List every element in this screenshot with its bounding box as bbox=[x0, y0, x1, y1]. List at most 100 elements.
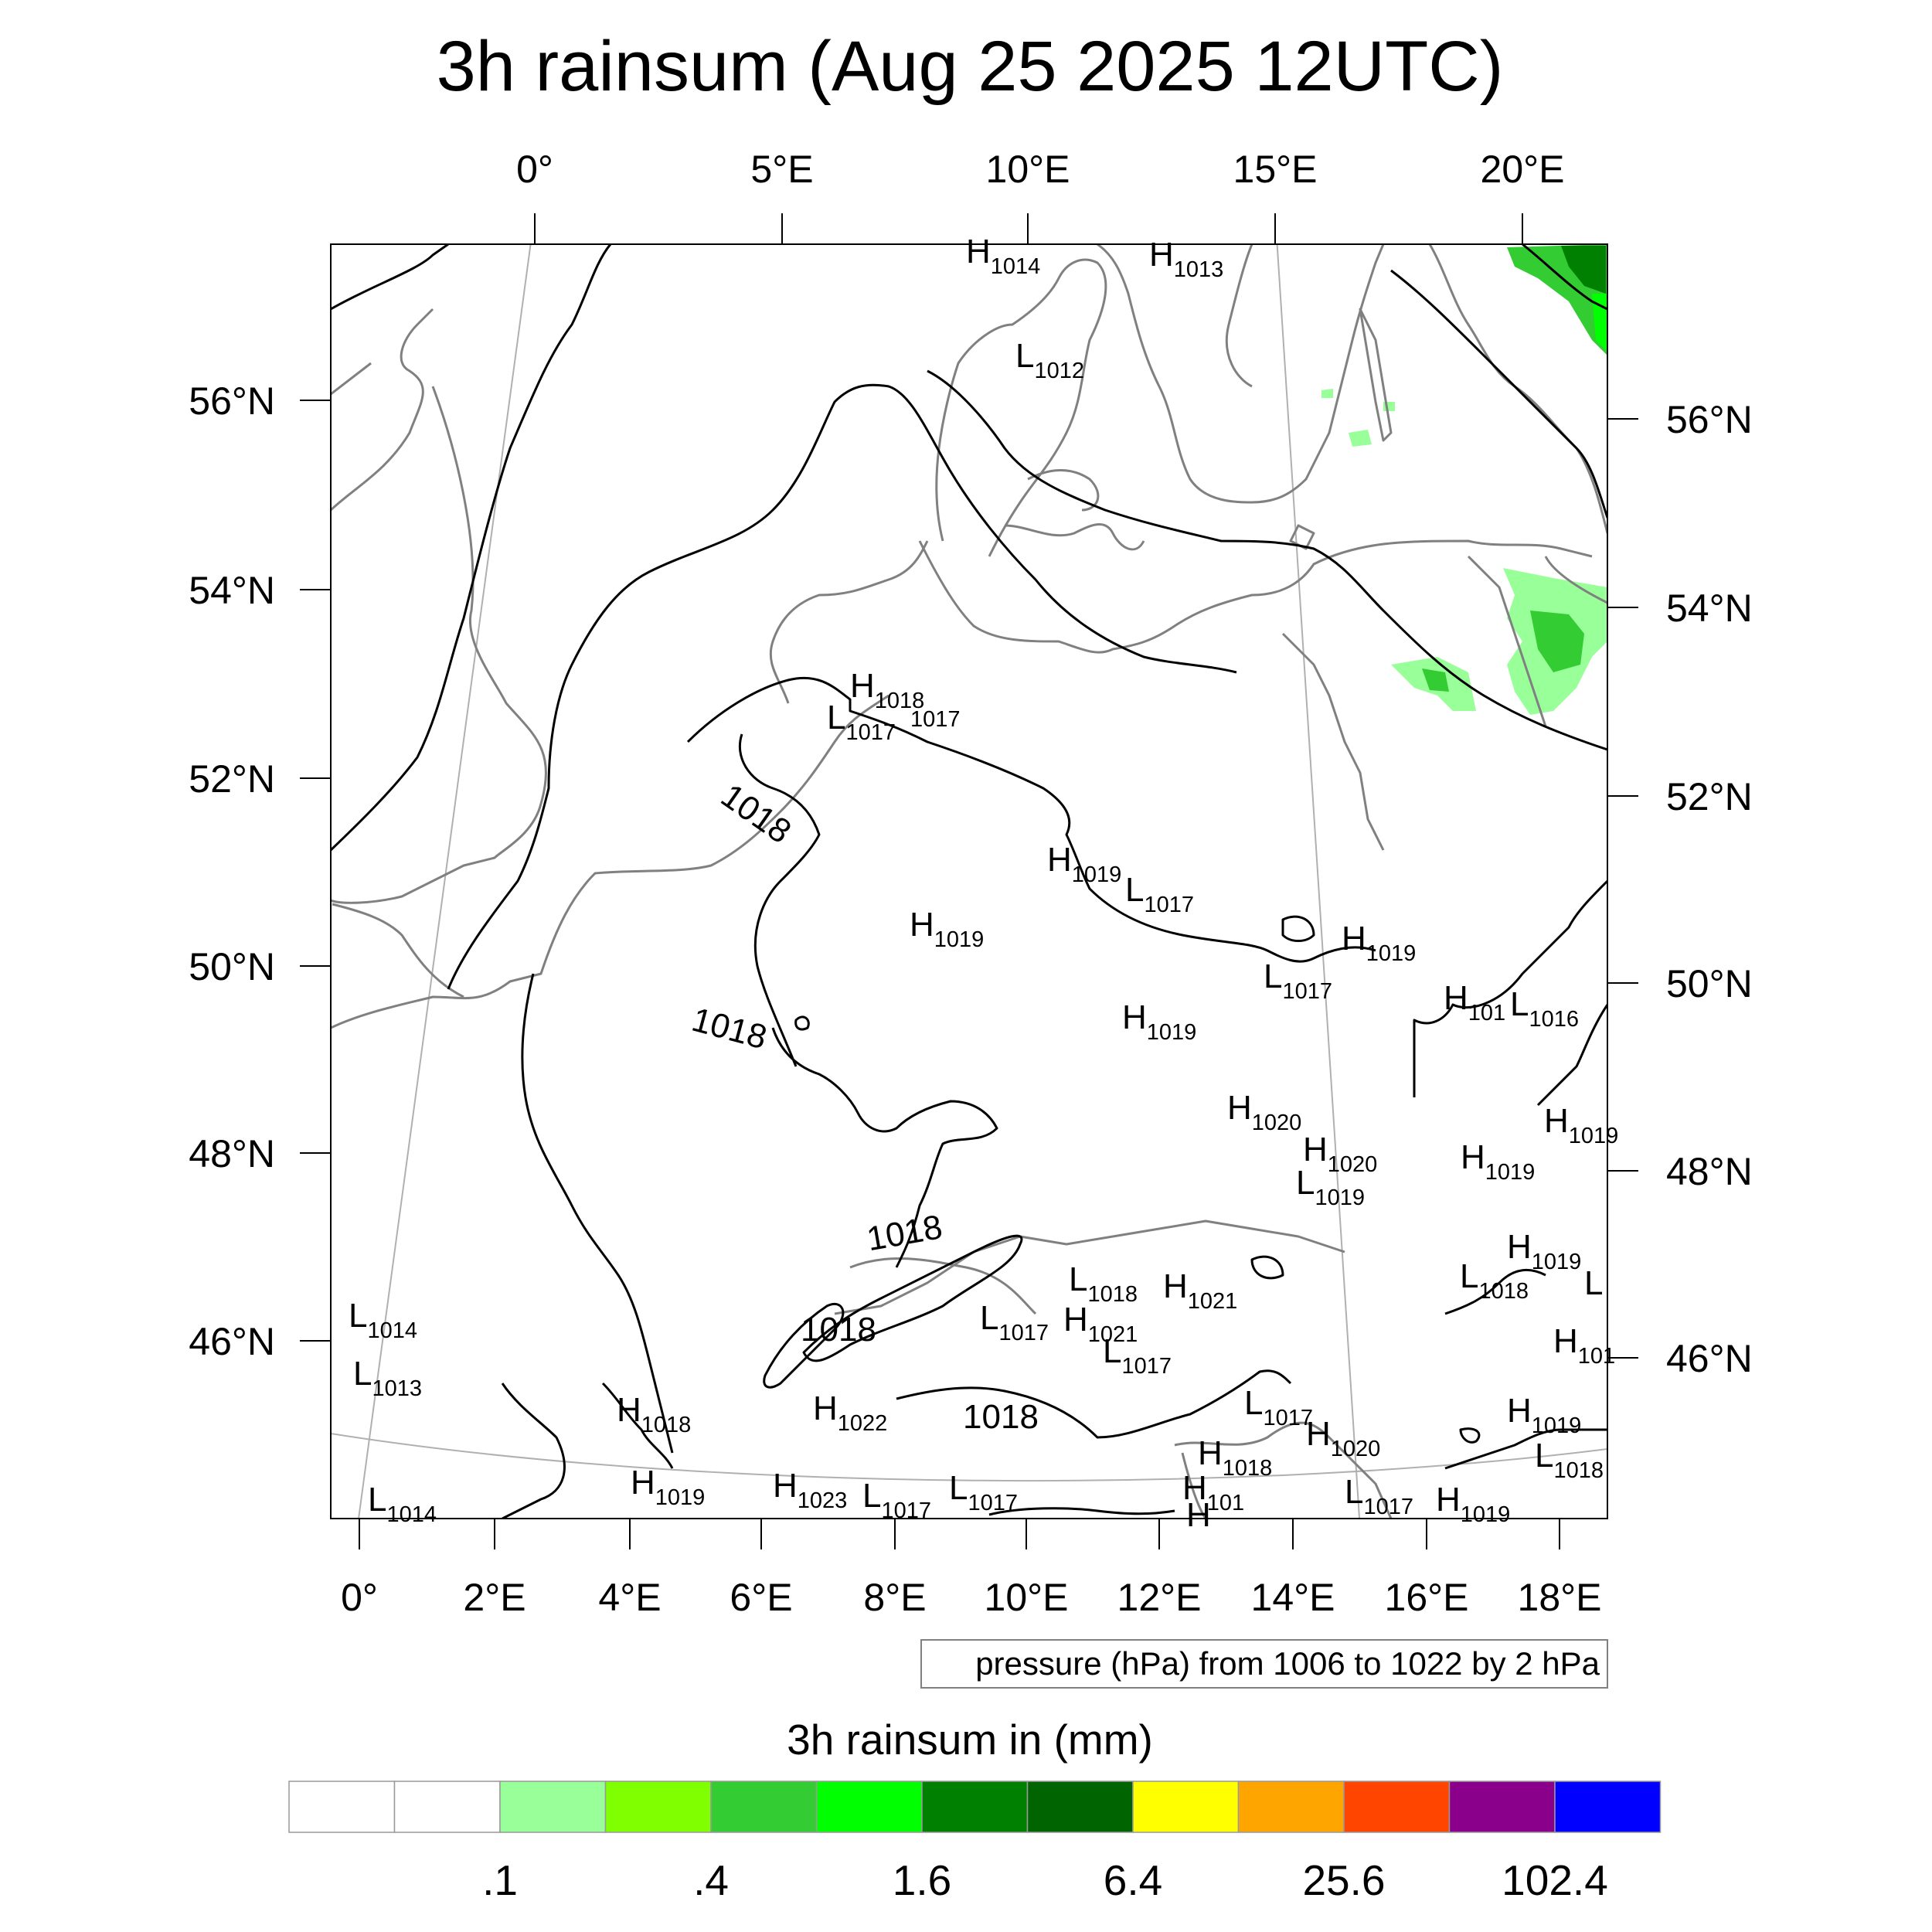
left-latitude-labels: 56°N 54°N 52°N 50°N 48°N 46°N bbox=[189, 379, 275, 1363]
right-lat-label: 50°N bbox=[1666, 962, 1753, 1005]
coast-france-north bbox=[332, 903, 464, 998]
high-pressure-center-label: H1019 bbox=[1507, 1228, 1581, 1274]
high-pressure-center-label: H101 bbox=[1182, 1469, 1244, 1515]
isobar-east-2 bbox=[1536, 1004, 1607, 1107]
high-pressure-center-label: H1020 bbox=[1306, 1415, 1380, 1461]
graticule bbox=[331, 244, 1607, 1519]
high-pressure-center-label: H1019 bbox=[631, 1464, 705, 1510]
high-pressure-center-label: H bbox=[1186, 1496, 1211, 1534]
colorbar-box bbox=[499, 1781, 607, 1833]
low-pressure-center-label: L1012 bbox=[1015, 337, 1084, 383]
high-pressure-center-label: H1014 bbox=[966, 233, 1040, 279]
coast-baltic-islands bbox=[1289, 308, 1393, 550]
high-pressure-center-label: H1019 bbox=[1544, 1102, 1618, 1148]
bottom-lon-label: 18°E bbox=[1518, 1576, 1602, 1619]
isobar-value-labels: 1018 1018 1018 1018 1018 bbox=[688, 777, 1039, 1436]
right-lat-label: 48°N bbox=[1666, 1150, 1753, 1193]
high-pressure-center-label: H1019 bbox=[910, 906, 984, 952]
high-pressure-center-label: H1019 bbox=[1122, 998, 1196, 1045]
high-pressure-center-label: H1021 bbox=[1163, 1267, 1237, 1314]
figure-title: 3h rainsum (Aug 25 2025 12UTC) bbox=[437, 27, 1504, 106]
low-pressure-center-label: L1017 bbox=[862, 1477, 931, 1523]
coast-britain-east bbox=[331, 308, 547, 904]
colorbar-label: 6.4 bbox=[1104, 1856, 1162, 1904]
low-pressure-center-label: L1017 bbox=[949, 1469, 1018, 1515]
low-pressure-center-label: L1018 bbox=[1460, 1257, 1529, 1304]
isobar-northeast bbox=[927, 369, 1607, 751]
graticule-parallel-45n bbox=[331, 1433, 1607, 1482]
left-lat-label: 52°N bbox=[189, 757, 275, 801]
bottom-lon-label: 0° bbox=[341, 1576, 378, 1619]
border-switzerland bbox=[849, 1257, 1037, 1315]
contour-info-frame bbox=[920, 1639, 1608, 1689]
colorbar-label: 1.6 bbox=[893, 1856, 951, 1904]
right-latitude-labels: 56°N 54°N 52°N 50°N 48°N 46°N bbox=[1666, 398, 1753, 1380]
colorbar-title: 3h rainsum in (mm) bbox=[787, 1716, 1153, 1764]
isobar-small-loops bbox=[794, 915, 1546, 1315]
bottom-lon-label: 6°E bbox=[730, 1576, 792, 1619]
bottom-lon-label: 4°E bbox=[598, 1576, 661, 1619]
left-lat-label: 50°N bbox=[189, 945, 275, 988]
rain-area-baltic-north-core bbox=[1561, 246, 1606, 294]
top-lon-label: 20°E bbox=[1481, 148, 1565, 191]
low-pressure-center-label: L1014 bbox=[349, 1297, 417, 1343]
colorbar-label: .1 bbox=[482, 1856, 518, 1904]
left-lat-label: 46°N bbox=[189, 1320, 275, 1363]
high-pressure-center-label: H1018 bbox=[617, 1391, 691, 1437]
low-pressure-center-label: L1017 bbox=[980, 1299, 1049, 1345]
low-pressure-center-label: L1019 bbox=[1296, 1164, 1365, 1210]
isobar-south-west bbox=[501, 1382, 674, 1519]
bottom-lon-label: 14°E bbox=[1251, 1576, 1335, 1619]
colorbar-box bbox=[1132, 1781, 1240, 1833]
colorbar-box bbox=[1448, 1781, 1556, 1833]
low-pressure-center-label: L1018 bbox=[1069, 1260, 1138, 1307]
bottom-lon-label: 16°E bbox=[1385, 1576, 1469, 1619]
isobar-alps-2 bbox=[763, 1302, 845, 1389]
isobar-alps-1 bbox=[802, 1234, 1023, 1362]
contour-info-box: pressure (hPa) from 1006 to 1022 by 2 hP… bbox=[920, 1639, 1608, 1689]
isobar-west-france bbox=[521, 973, 674, 1454]
colorbar-box bbox=[815, 1781, 923, 1833]
high-pressure-center-label: H1013 bbox=[1149, 236, 1223, 282]
colorbar-label: 102.4 bbox=[1502, 1856, 1608, 1904]
colorbar-box bbox=[1554, 1781, 1662, 1833]
colorbar-label: .4 bbox=[693, 1856, 729, 1904]
low-pressure-center-label: L1014 bbox=[368, 1481, 437, 1527]
top-lon-label: 5°E bbox=[750, 148, 813, 191]
isobar-label: 1018 bbox=[864, 1208, 945, 1258]
isobar-label: 1018 bbox=[963, 1398, 1039, 1436]
right-lat-label: 46°N bbox=[1666, 1337, 1753, 1380]
border-alps bbox=[834, 1219, 1345, 1315]
coast-germany-north bbox=[918, 539, 1593, 654]
rain-area-poland-central-core bbox=[1422, 668, 1449, 692]
high-pressure-center-label: H1019 bbox=[1436, 1481, 1510, 1527]
low-pressure-center-label: L1018 bbox=[1535, 1437, 1604, 1483]
coast-adriatic bbox=[1174, 1421, 1393, 1519]
isobar-south-band bbox=[896, 1369, 1292, 1439]
colorbar: 3h rainsum in (mm) .1 .4 1.6 6.4 25.6 102.4 bbox=[288, 1716, 1662, 1904]
high-pressure-center-label: H1018 bbox=[850, 667, 924, 713]
right-lat-label: 54°N bbox=[1666, 587, 1753, 630]
left-lat-label: 48°N bbox=[189, 1132, 275, 1175]
colorbar-box bbox=[288, 1781, 396, 1833]
rain-field bbox=[1321, 244, 1607, 715]
colorbar-labels: .1 .4 1.6 6.4 25.6 102.4 bbox=[482, 1856, 1608, 1904]
low-pressure-center-label: L1017 bbox=[1345, 1473, 1413, 1519]
left-lat-label: 54°N bbox=[189, 569, 275, 612]
isobar-italy-north bbox=[988, 1507, 1175, 1516]
low-pressure-center-label: L1017 bbox=[827, 699, 896, 745]
pressure-value-label: 1017 bbox=[910, 707, 961, 732]
isobar-label: 1018 bbox=[688, 1001, 770, 1057]
bottom-longitude-labels: 0° 2°E 4°E 6°E 8°E 10°E 12°E 14°E 16°E 1… bbox=[341, 1576, 1601, 1619]
bottom-lon-label: 8°E bbox=[863, 1576, 926, 1619]
isobar-nw-1 bbox=[331, 244, 449, 311]
rain-area-poland-east-core bbox=[1530, 611, 1584, 672]
colorbar-box bbox=[710, 1781, 818, 1833]
map-frame bbox=[330, 243, 1608, 1519]
high-pressure-center-label: H1019 bbox=[1047, 841, 1121, 887]
bottom-lon-label: 12°E bbox=[1117, 1576, 1202, 1619]
graticule-meridian-0 bbox=[358, 244, 532, 1519]
top-longitude-labels: 0° 5°E 10°E 15°E 20°E bbox=[516, 148, 1564, 191]
